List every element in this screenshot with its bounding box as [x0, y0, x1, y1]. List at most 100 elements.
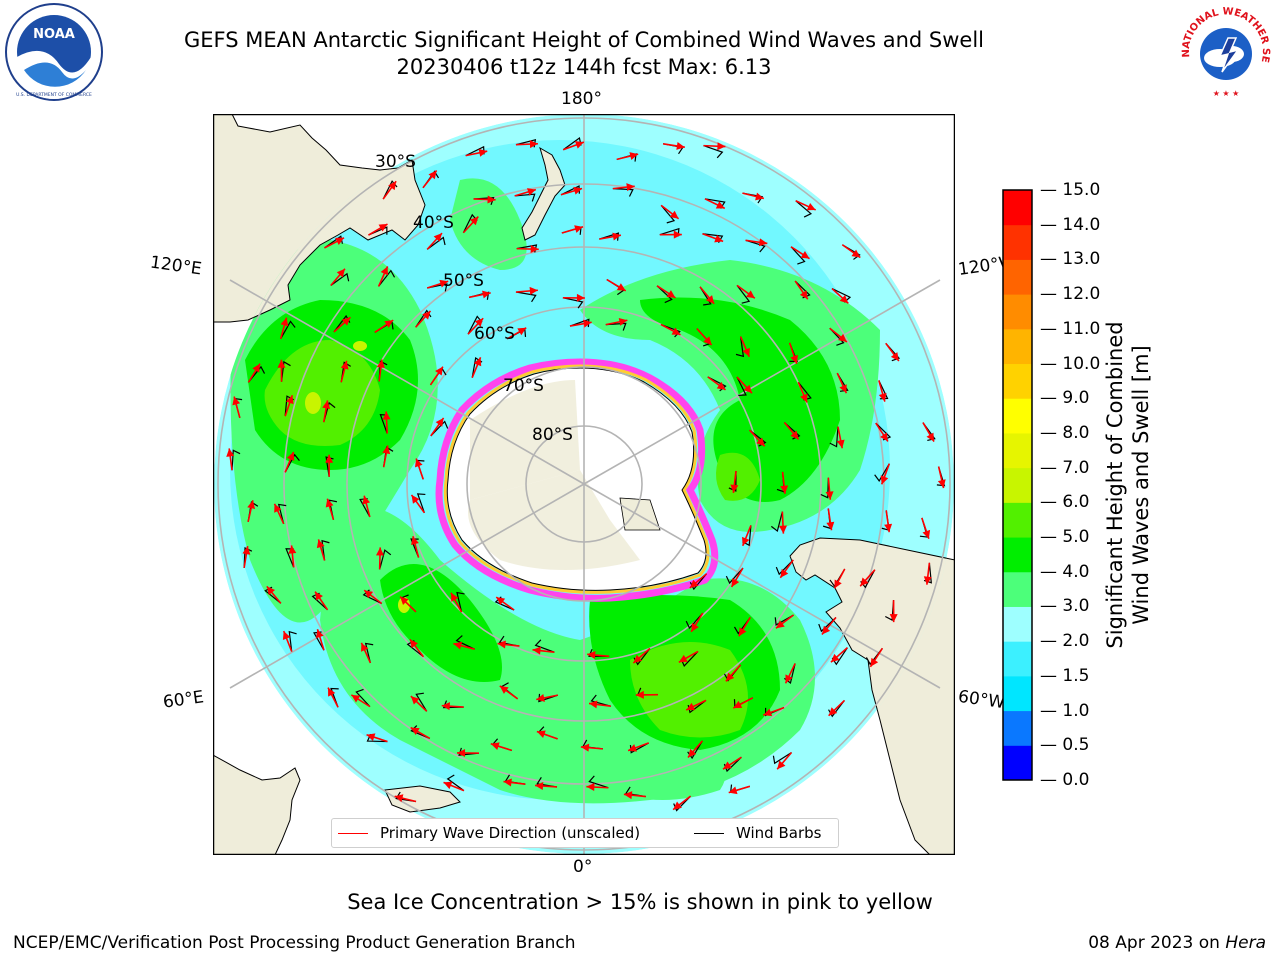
- wave-direction-arrow: [659, 230, 682, 239]
- wind-barb: [699, 286, 712, 306]
- wave-direction-arrow: [830, 647, 848, 663]
- nws-logo: NATIONAL WEATHER SERVICE ★ ★ ★: [1172, 0, 1276, 106]
- wave-direction-arrow: [763, 706, 785, 717]
- wave-direction-arrow: [831, 287, 849, 304]
- wave-direction-arrow: [736, 284, 756, 299]
- wave-direction-arrow: [627, 742, 649, 752]
- wind-barb: [430, 420, 449, 437]
- lon-label-0: 0°: [573, 857, 593, 877]
- wind-barb: [820, 477, 829, 499]
- wave-direction-arrow: [534, 782, 558, 791]
- wave-direction-arrow: [779, 559, 794, 579]
- wind-barb: [590, 694, 611, 707]
- wave-direction-arrow: [273, 503, 285, 525]
- wind-barb: [829, 426, 839, 448]
- colorbar-segment: [1003, 710, 1032, 746]
- wave-direction-arrow: [884, 510, 893, 533]
- legend-swatch-black-line: [694, 832, 724, 834]
- wave-direction-arrow: [656, 285, 676, 299]
- wind-barb: [673, 795, 691, 812]
- wind-barb: [562, 297, 584, 309]
- wave-direction-arrow: [282, 630, 293, 652]
- wave-direction-arrow: [411, 536, 420, 558]
- colorbar-segment: [1003, 224, 1032, 260]
- wind-barb: [426, 236, 446, 250]
- wave-direction-arrow: [242, 546, 251, 568]
- wave-direction-arrow: [660, 323, 681, 336]
- colorbar-segment: [1003, 675, 1032, 712]
- wave-direction-arrow: [503, 778, 526, 787]
- wind-barb: [416, 493, 426, 513]
- wave-direction-arrow: [350, 694, 371, 708]
- chart-subtitle: 20230406 t12z 144h fcst Max: 6.13: [396, 55, 772, 79]
- lat-label-30s: 30°S: [375, 152, 416, 172]
- wave-direction-arrow: [885, 342, 900, 362]
- lon-label-60e: 60°E: [161, 687, 206, 713]
- wave-direction-arrow: [362, 495, 371, 518]
- wave-direction-arrow: [736, 376, 753, 394]
- wave-direction-arrow: [730, 567, 744, 588]
- colorbar-segment: [1003, 432, 1032, 469]
- wind-barb: [660, 324, 681, 338]
- colorbar: [1002, 188, 1042, 786]
- wind-barb: [749, 429, 767, 447]
- wind-barb: [736, 376, 747, 396]
- wave-direction-arrow: [284, 451, 295, 473]
- colorbar-tick-label: — 9.0: [1040, 388, 1090, 409]
- wave-direction-arrow: [430, 417, 445, 437]
- wave-direction-arrow: [330, 268, 346, 287]
- wind-barb: [656, 285, 673, 304]
- wave-direction-arrow: [376, 547, 385, 570]
- wave-direction-arrow: [382, 180, 397, 200]
- wave-direction-arrow: [788, 342, 798, 364]
- wave-direction-arrow: [678, 650, 699, 663]
- colorbar-tick-label: — 7.0: [1040, 457, 1090, 478]
- wave-direction-arrow: [410, 695, 428, 712]
- wave-direction-arrow: [443, 781, 465, 792]
- wave-direction-arrow: [462, 216, 479, 234]
- wave-direction-arrow: [797, 381, 808, 403]
- map-legend: Primary Wave Direction (unscaled) Wind B…: [331, 818, 839, 848]
- wave-direction-arrow: [859, 569, 876, 587]
- wind-barb: [660, 204, 676, 224]
- wave-direction-arrow: [284, 395, 294, 417]
- wave-direction-arrow: [368, 223, 388, 236]
- wind-barb: [775, 559, 794, 576]
- wave-direction-arrow: [562, 141, 585, 151]
- wave-direction-arrow: [560, 186, 583, 196]
- wave-direction-arrow: [784, 663, 796, 684]
- colorbar-segment: [1003, 641, 1032, 677]
- wind-barb: [538, 693, 559, 703]
- wind-barb: [415, 692, 428, 712]
- wave-direction-arrow: [415, 310, 432, 328]
- wave-direction-arrow: [937, 466, 946, 489]
- wave-direction-arrow: [605, 317, 628, 326]
- wave-direction-arrow: [739, 336, 751, 358]
- lon-label-60w: 60°W: [956, 686, 1007, 714]
- colorbar-tick-label: — 1.5: [1040, 665, 1090, 686]
- wind-barb: [324, 235, 344, 249]
- wave-direction-arrow: [836, 426, 845, 449]
- wave-direction-arrow: [880, 463, 891, 485]
- wind-barb: [280, 320, 296, 340]
- wave-direction-arrow: [825, 477, 834, 500]
- wave-direction-arrow: [588, 700, 611, 709]
- wind-barb: [379, 549, 392, 570]
- wave-direction-arrow: [580, 743, 603, 752]
- wave-direction-arrow: [382, 411, 391, 434]
- wave-direction-arrow: [363, 589, 383, 605]
- wave-direction-arrow: [456, 749, 480, 758]
- lat-label-40s: 40°S: [413, 213, 454, 233]
- wave-direction-arrow: [921, 517, 931, 540]
- wave-direction-arrow: [536, 730, 558, 740]
- wind-barb: [588, 775, 609, 789]
- wind-barb: [784, 422, 801, 440]
- wave-direction-arrow: [833, 568, 846, 589]
- colorbar-segment: [1003, 502, 1032, 538]
- wind-barb: [277, 503, 287, 524]
- wave-direction-arrow: [497, 640, 520, 649]
- wind-barb: [874, 463, 890, 482]
- wave-direction-arrow: [536, 693, 558, 702]
- wave-direction-arrow: [232, 396, 241, 419]
- wave-direction-arrow: [314, 591, 329, 611]
